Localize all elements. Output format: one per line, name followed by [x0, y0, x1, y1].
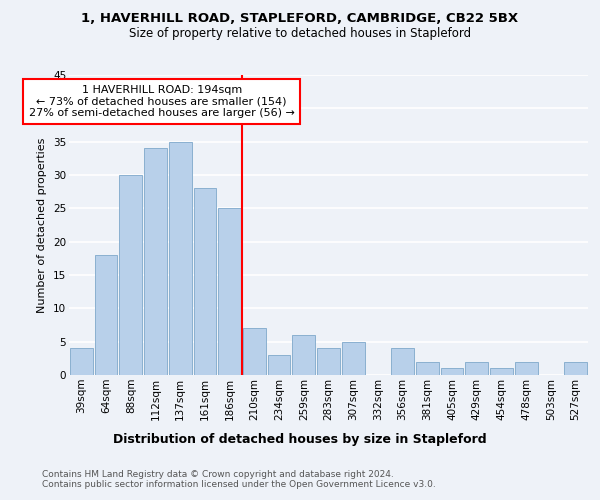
- Text: Distribution of detached houses by size in Stapleford: Distribution of detached houses by size …: [113, 432, 487, 446]
- Bar: [169, 142, 191, 375]
- Text: Size of property relative to detached houses in Stapleford: Size of property relative to detached ho…: [129, 28, 471, 40]
- Bar: [416, 362, 439, 375]
- Bar: [342, 342, 365, 375]
- Bar: [95, 255, 118, 375]
- Bar: [194, 188, 216, 375]
- Bar: [144, 148, 167, 375]
- Bar: [466, 362, 488, 375]
- Bar: [317, 348, 340, 375]
- Text: 1, HAVERHILL ROAD, STAPLEFORD, CAMBRIDGE, CB22 5BX: 1, HAVERHILL ROAD, STAPLEFORD, CAMBRIDGE…: [82, 12, 518, 26]
- Bar: [70, 348, 93, 375]
- Y-axis label: Number of detached properties: Number of detached properties: [37, 138, 47, 312]
- Bar: [218, 208, 241, 375]
- Bar: [268, 355, 290, 375]
- Bar: [292, 335, 315, 375]
- Bar: [515, 362, 538, 375]
- Bar: [490, 368, 513, 375]
- Bar: [119, 175, 142, 375]
- Bar: [391, 348, 414, 375]
- Bar: [564, 362, 587, 375]
- Text: 1 HAVERHILL ROAD: 194sqm
← 73% of detached houses are smaller (154)
27% of semi-: 1 HAVERHILL ROAD: 194sqm ← 73% of detach…: [29, 85, 295, 118]
- Bar: [243, 328, 266, 375]
- Bar: [441, 368, 463, 375]
- Text: Contains HM Land Registry data © Crown copyright and database right 2024.
Contai: Contains HM Land Registry data © Crown c…: [42, 470, 436, 490]
